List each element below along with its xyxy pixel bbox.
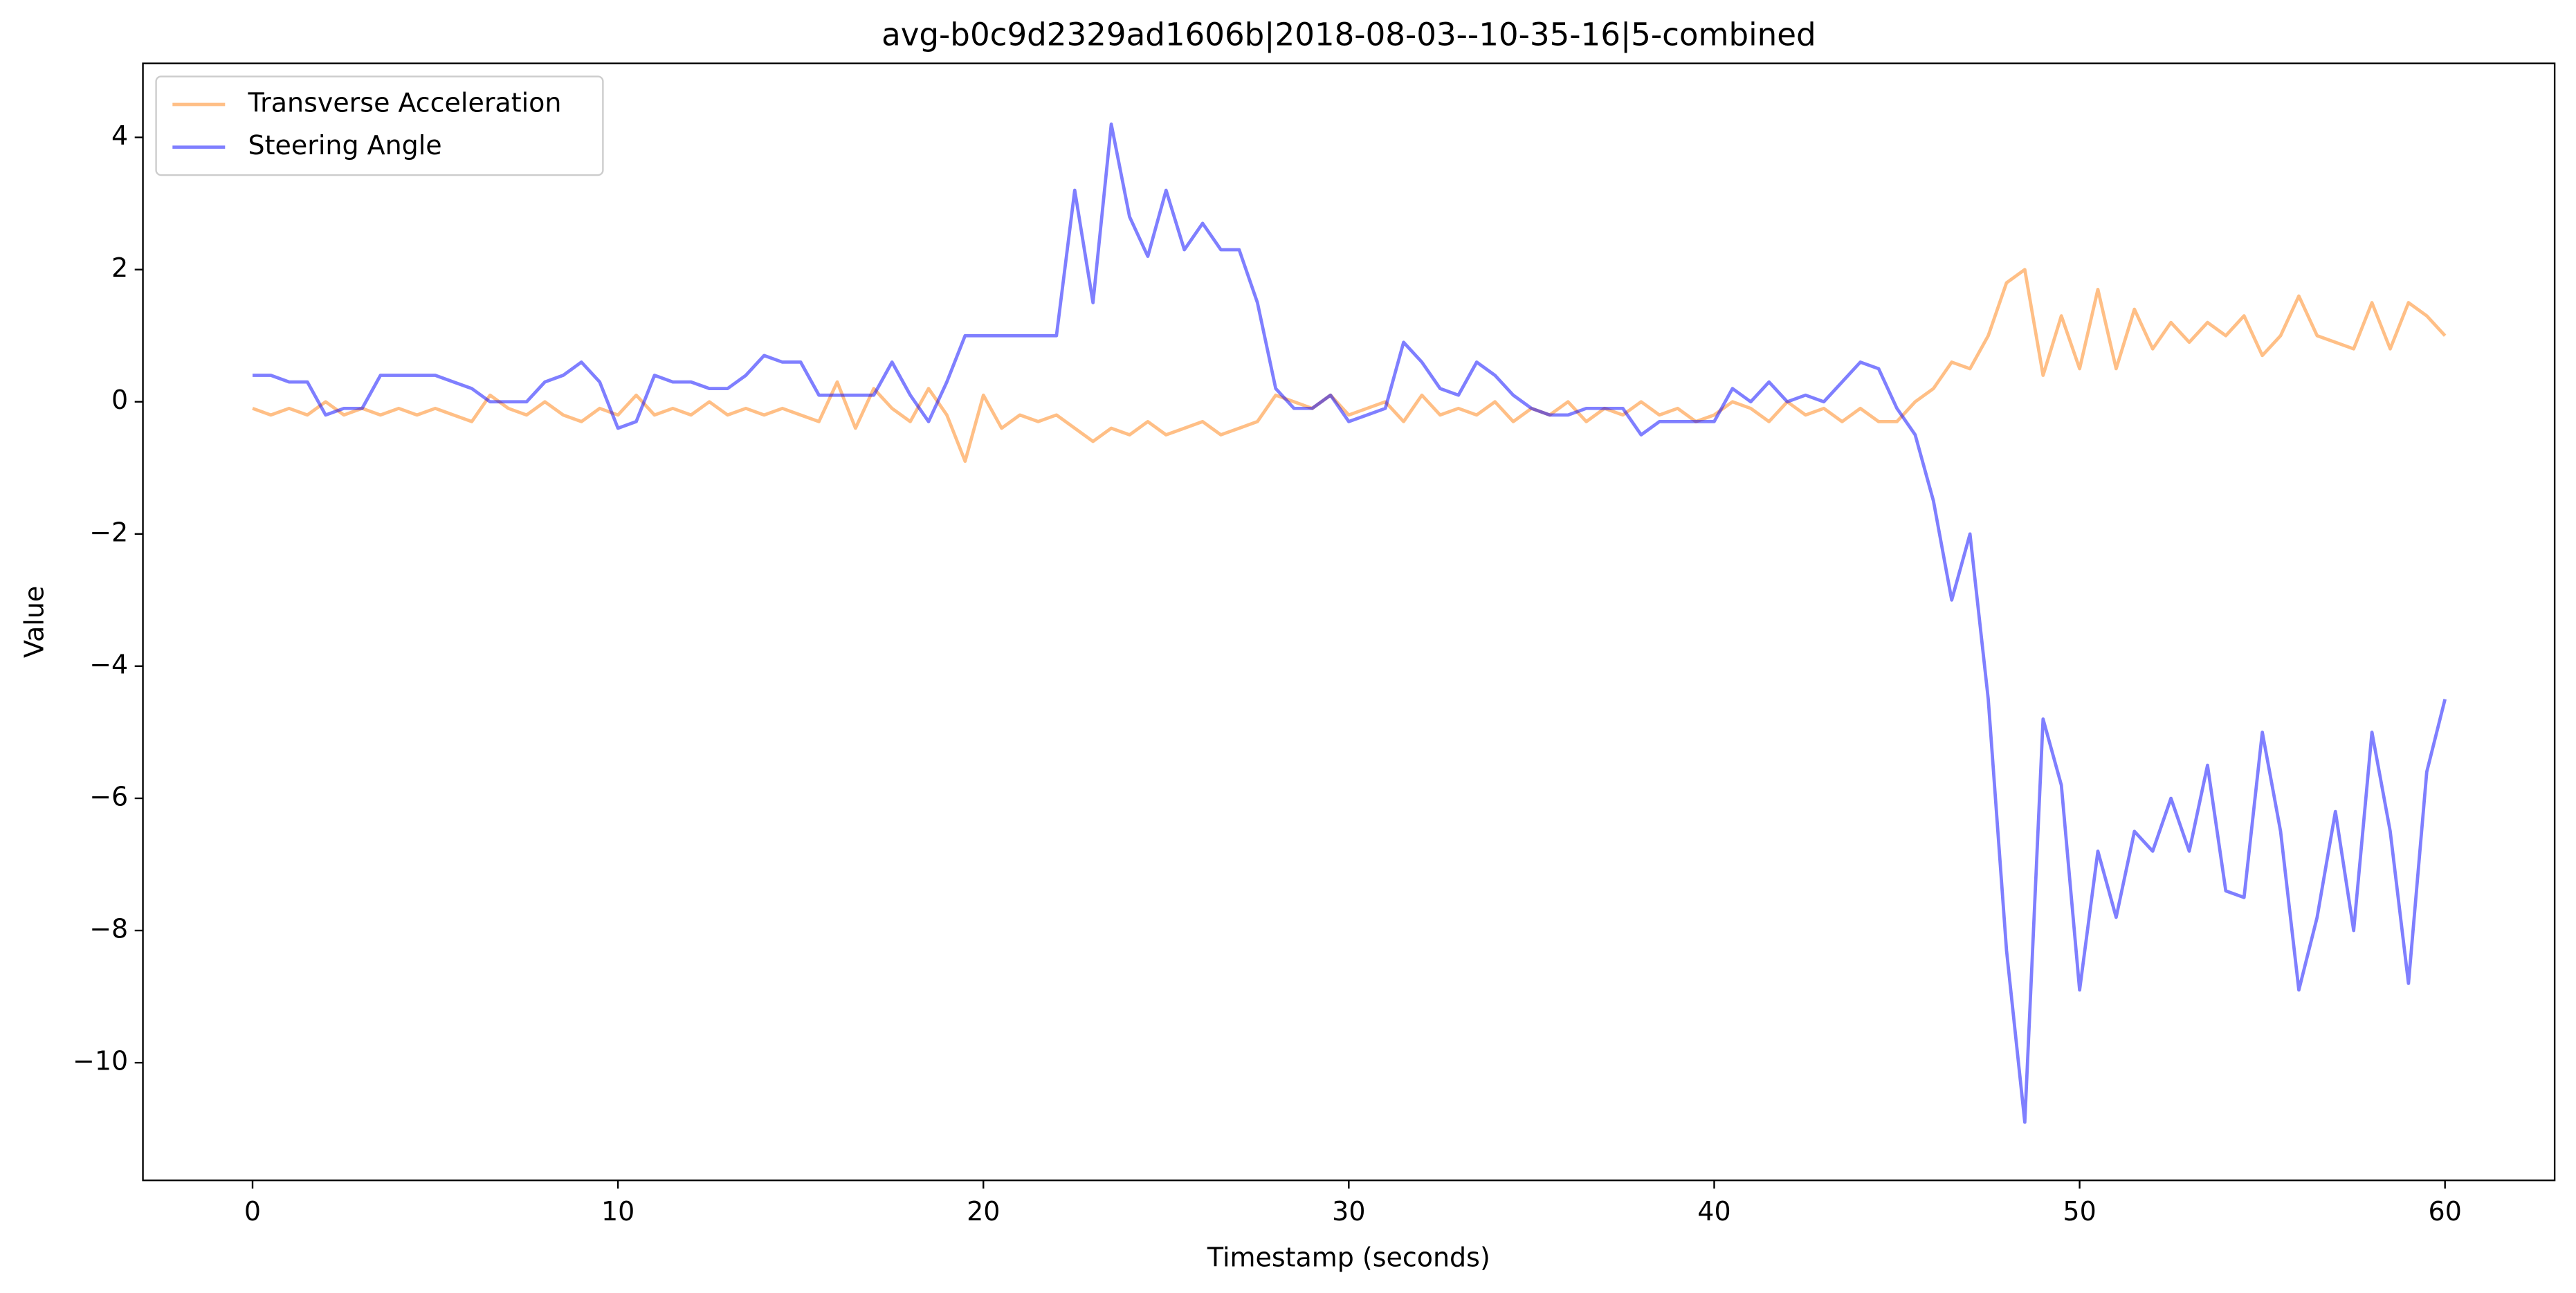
x-tick-label: 50 <box>2063 1196 2096 1227</box>
data-line <box>253 122 2447 1124</box>
legend-label: Transverse Acceleration <box>248 87 562 118</box>
y-tick-label: 4 <box>111 120 128 151</box>
y-tick-label: −2 <box>89 517 128 547</box>
legend-box <box>155 75 604 176</box>
plot-frame <box>142 62 2556 1182</box>
legend-label: Steering Angle <box>248 130 442 161</box>
x-tick-label: 30 <box>1332 1196 1365 1227</box>
y-tick-label: −10 <box>73 1046 128 1076</box>
y-tick-label: −4 <box>89 649 128 679</box>
chart-title: avg-b0c9d2329ad1606b|2018-08-03--10-35-1… <box>881 17 1816 53</box>
x-tick-label: 0 <box>244 1196 261 1227</box>
y-axis-label: Value <box>19 586 50 658</box>
x-tick-label: 20 <box>967 1196 1000 1227</box>
y-tick-label: 2 <box>111 253 128 283</box>
y-tick-label: −8 <box>89 914 128 944</box>
y-tick-label: −6 <box>89 781 128 811</box>
x-tick-label: 60 <box>2429 1196 2462 1227</box>
x-tick-label: 40 <box>1697 1196 1730 1227</box>
x-tick-label: 10 <box>601 1196 634 1227</box>
x-axis-label: Timestamp (seconds) <box>1207 1242 1490 1273</box>
y-tick-label: 0 <box>111 385 128 415</box>
data-line <box>252 268 2447 464</box>
